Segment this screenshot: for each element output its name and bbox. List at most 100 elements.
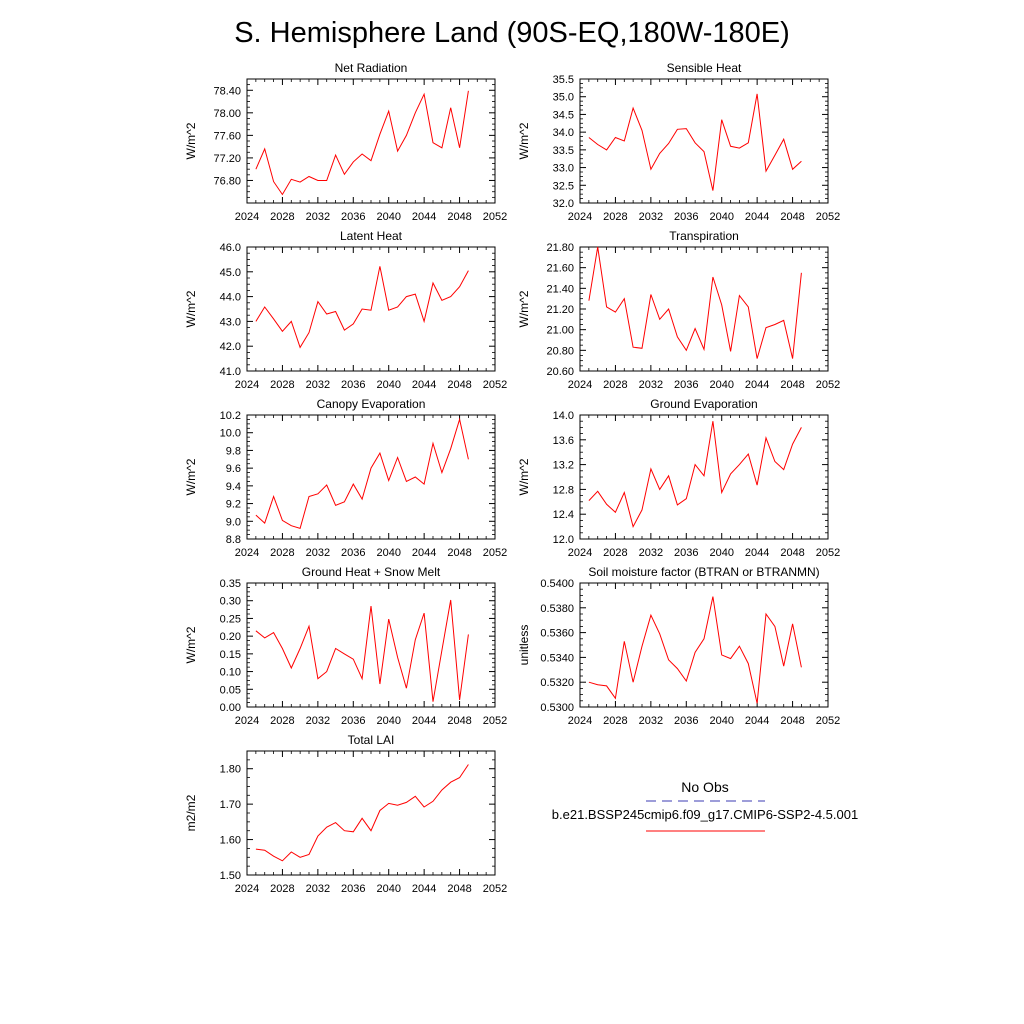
x-tick-label: 2048 [780, 211, 804, 223]
x-tick-label: 2028 [603, 211, 627, 223]
chart-title: Canopy Evaporation [317, 397, 426, 411]
plot-frame [246, 582, 496, 708]
x-tick-label: 2036 [674, 211, 698, 223]
y-tick-label: 0.35 [220, 578, 241, 590]
series-line [255, 90, 469, 196]
chart-panel-9: Total LAI m2/m2 2024 2028 2032 2036 2040 2044 20… [184, 733, 507, 895]
legend-case-label: b.e21.BSSP245cmip6.f09_g17.CMIP6-SSP2-4.… [552, 807, 858, 822]
y-tick-label: 0.20 [220, 631, 241, 643]
x-tick-label: 2052 [816, 211, 840, 223]
series-line [255, 599, 469, 702]
x-tick-label: 2036 [341, 715, 365, 727]
x-tick-label: 2040 [709, 211, 733, 223]
x-tick-label: 2044 [412, 547, 436, 559]
y-tick-label: 34.5 [553, 109, 574, 121]
x-tick-label: 2048 [447, 715, 471, 727]
y-tick-label: 9.4 [226, 481, 241, 493]
y-tick-label: 1.80 [220, 764, 241, 776]
legend-obs-label: No Obs [681, 779, 728, 795]
legend: No Obs b.e21.BSSP245cmip6.f09_g17.CMIP6-… [552, 779, 858, 832]
y-tick-label: 0.5340 [540, 652, 574, 664]
y-tick-label: 21.00 [546, 325, 574, 337]
x-tick-label: 2048 [780, 715, 804, 727]
y-tick-label: 12.8 [553, 484, 574, 496]
figure-title: S. Hemisphere Land (90S-EQ,180W-180E) [234, 17, 790, 49]
x-tick-label: 2032 [639, 379, 663, 391]
plot-frame [579, 414, 829, 540]
series-line [588, 421, 802, 528]
chart-title: Total LAI [348, 733, 395, 747]
x-tick-label: 2032 [306, 883, 330, 895]
series-line [255, 266, 469, 349]
y-tick-label: 35.5 [553, 74, 574, 86]
y-axis-label: W/m^2 [184, 458, 198, 495]
y-tick-label: 20.60 [546, 366, 574, 378]
y-axis-label: W/m^2 [184, 626, 198, 663]
x-tick-label: 2036 [674, 547, 698, 559]
panels: Net Radiation W/m^2 2024 2028 2032 2036 2040 20… [184, 61, 840, 895]
x-tick-label: 2052 [483, 547, 507, 559]
chart-title: Soil moisture factor (BTRAN or BTRANMN) [588, 565, 819, 579]
y-tick-label: 33.5 [553, 145, 574, 157]
y-tick-label: 41.0 [220, 366, 241, 378]
series-line [588, 93, 802, 191]
chart-panel-1: Net Radiation W/m^2 2024 2028 2032 2036 2040 20… [184, 61, 507, 223]
x-tick-label: 2032 [639, 547, 663, 559]
y-axis-label: W/m^2 [517, 290, 531, 327]
y-tick-label: 78.40 [213, 85, 241, 97]
y-tick-label: 14.0 [553, 410, 574, 422]
x-tick-label: 2052 [816, 547, 840, 559]
x-tick-label: 2032 [639, 715, 663, 727]
y-tick-label: 0.05 [220, 684, 241, 696]
series-line [255, 764, 469, 862]
y-tick-label: 0.5360 [540, 628, 574, 640]
x-tick-label: 2036 [341, 547, 365, 559]
x-tick-label: 2052 [816, 379, 840, 391]
x-tick-label: 2024 [568, 211, 592, 223]
y-tick-label: 0.5380 [540, 603, 574, 615]
x-tick-label: 2036 [674, 379, 698, 391]
y-axis-label: m2/m2 [184, 794, 198, 831]
x-tick-label: 2044 [745, 379, 769, 391]
plot-frame [579, 78, 829, 204]
y-tick-label: 34.0 [553, 127, 574, 139]
x-tick-label: 2036 [674, 715, 698, 727]
x-tick-label: 2028 [603, 715, 627, 727]
y-tick-label: 12.4 [553, 509, 574, 521]
x-tick-label: 2028 [270, 547, 294, 559]
y-tick-label: 0.30 [220, 596, 241, 608]
x-tick-label: 2044 [412, 883, 436, 895]
y-tick-label: 44.0 [220, 292, 241, 304]
x-tick-label: 2048 [447, 211, 471, 223]
chart-panel-7: Ground Heat + Snow Melt W/m^2 2024 2028 2032… [184, 565, 507, 727]
x-tick-label: 2040 [709, 715, 733, 727]
y-tick-label: 0.15 [220, 649, 241, 661]
y-tick-label: 13.6 [553, 435, 574, 447]
y-tick-label: 0.5400 [540, 578, 574, 590]
x-tick-label: 2032 [639, 211, 663, 223]
x-tick-label: 2048 [447, 547, 471, 559]
y-axis-label: W/m^2 [517, 122, 531, 159]
x-tick-label: 2040 [376, 715, 400, 727]
chart-title: Net Radiation [335, 61, 408, 75]
x-tick-label: 2024 [235, 547, 259, 559]
y-tick-label: 1.70 [220, 799, 241, 811]
chart-panel-6: Ground Evaporation W/m^2 2024 2028 2032 2036 2… [517, 397, 840, 559]
y-tick-label: 12.0 [553, 534, 574, 546]
y-tick-label: 9.6 [226, 463, 241, 475]
y-axis-label: unitless [517, 625, 531, 666]
chart-panel-8: Soil moisture factor (BTRAN or BTRANMN) u… [517, 565, 840, 727]
x-tick-label: 2024 [235, 211, 259, 223]
x-tick-label: 2028 [603, 379, 627, 391]
x-tick-label: 2032 [306, 715, 330, 727]
y-tick-label: 32.5 [553, 180, 574, 192]
x-tick-label: 2052 [483, 379, 507, 391]
y-tick-label: 1.60 [220, 835, 241, 847]
chart-panel-5: Canopy Evaporation W/m^2 2024 2028 2032 2036 2… [184, 397, 507, 559]
x-tick-label: 2036 [341, 883, 365, 895]
y-tick-label: 21.40 [546, 283, 574, 295]
x-tick-label: 2040 [709, 547, 733, 559]
y-tick-label: 32.0 [553, 198, 574, 210]
y-tick-label: 20.80 [546, 345, 574, 357]
